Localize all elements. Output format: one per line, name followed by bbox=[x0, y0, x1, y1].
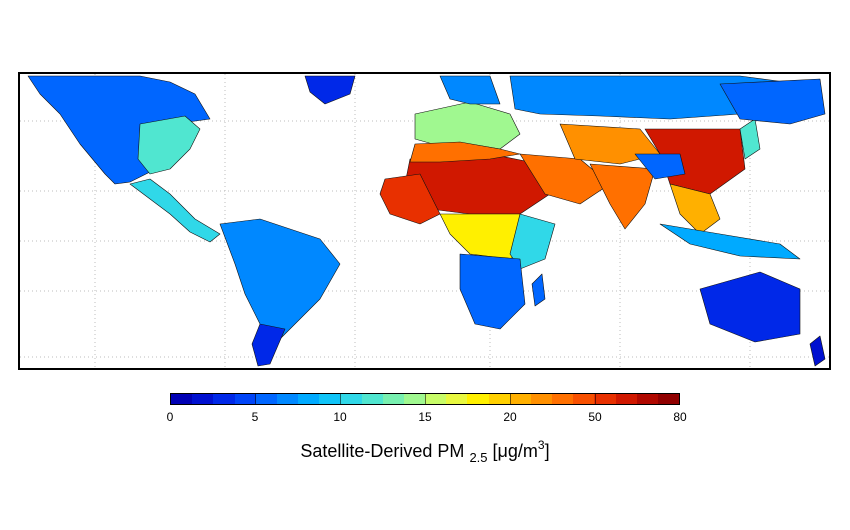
colorbar-cell bbox=[382, 394, 404, 404]
colorbar-cell bbox=[234, 394, 256, 404]
map-region-eastern-us bbox=[137, 115, 201, 175]
map-region-central-america bbox=[129, 178, 221, 243]
colorbar-cell bbox=[213, 394, 235, 404]
colorbar-cell bbox=[615, 394, 637, 404]
colorbar-cell bbox=[255, 394, 277, 404]
colorbar-cell bbox=[425, 394, 447, 404]
colorbar-tick-label: 80 bbox=[673, 410, 687, 424]
map-region-tibet bbox=[634, 153, 686, 180]
colorbar-label-main: Satellite-Derived PM bbox=[300, 441, 465, 461]
colorbar-cell bbox=[192, 394, 214, 404]
colorbar-cell bbox=[403, 394, 426, 404]
map-region-east-africa bbox=[509, 213, 556, 270]
colorbar-cell bbox=[509, 394, 531, 404]
map-region-west-africa bbox=[379, 173, 441, 225]
map-region-southern-africa bbox=[459, 253, 526, 330]
colorbar-label-unit-close: ] bbox=[544, 441, 550, 461]
map-region-siberia bbox=[719, 78, 826, 125]
map-region-south-america bbox=[219, 218, 341, 345]
colorbar-cell bbox=[573, 394, 595, 404]
colorbar-cell bbox=[361, 394, 383, 404]
colorbar-cell bbox=[488, 394, 510, 404]
colorbar-cell bbox=[552, 394, 574, 404]
colorbar-cell bbox=[171, 394, 193, 404]
map-region-indonesia bbox=[659, 223, 801, 260]
colorbar-tick-label: 10 bbox=[333, 410, 347, 424]
colorbar-label: Satellite-Derived PM 2.5 [μg/m3] bbox=[0, 438, 850, 465]
world-map bbox=[20, 74, 829, 368]
colorbar-cell bbox=[276, 394, 299, 404]
colorbar-label-subscript: 2.5 bbox=[469, 450, 488, 465]
map-region-india bbox=[589, 163, 656, 230]
map-region-southeast-asia bbox=[669, 183, 721, 235]
colorbar-label-unit-exponent: 3 bbox=[537, 438, 545, 452]
colorbar-cell bbox=[319, 394, 341, 404]
colorbar-tick-label: 50 bbox=[588, 410, 602, 424]
colorbar-cell bbox=[657, 394, 680, 404]
map-region-middle-east bbox=[519, 153, 611, 205]
map-region-northern-europe bbox=[439, 75, 501, 105]
colorbar-tick-label: 15 bbox=[418, 410, 432, 424]
colorbar-tick-label: 5 bbox=[251, 410, 259, 424]
colorbar-label-unit: [μg/m bbox=[492, 441, 538, 461]
colorbar-cell bbox=[340, 394, 362, 404]
colorbar-cell bbox=[446, 394, 468, 404]
colorbar-cell bbox=[467, 394, 489, 404]
map-frame bbox=[18, 72, 831, 370]
map-region-new-zealand bbox=[809, 335, 826, 367]
colorbar-tick-label: 20 bbox=[503, 410, 517, 424]
map-region-australia bbox=[699, 271, 801, 343]
colorbar-cell bbox=[636, 394, 658, 404]
colorbar-cell bbox=[594, 394, 616, 404]
colorbar bbox=[170, 393, 680, 405]
colorbar-cell bbox=[530, 394, 553, 404]
colorbar-cell bbox=[298, 394, 320, 404]
colorbar-tick-label: 0 bbox=[166, 410, 174, 424]
map-region-greenland bbox=[304, 75, 356, 105]
map-region-madagascar bbox=[531, 273, 546, 307]
map-region-north-africa bbox=[409, 141, 521, 163]
map-region-japan bbox=[739, 118, 761, 160]
map-region-europe bbox=[414, 101, 521, 150]
map-region-southern-cone bbox=[251, 323, 286, 367]
